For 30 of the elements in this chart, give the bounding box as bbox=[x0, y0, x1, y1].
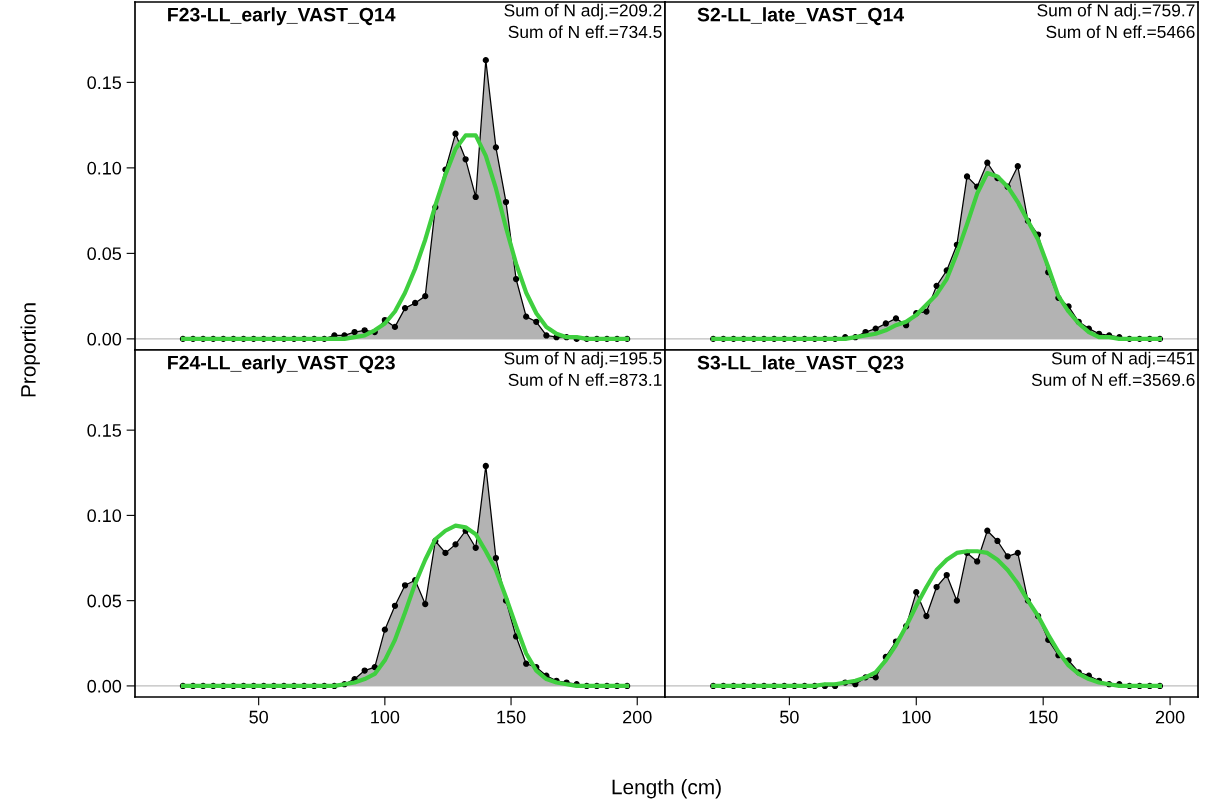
y-axis-title: Proportion bbox=[20, 303, 40, 397]
chart-title: F24-LL_early_VAST_Q23 bbox=[168, 355, 395, 374]
x-tick-label: 100 bbox=[371, 710, 400, 724]
x-tick-label: 150 bbox=[1029, 710, 1058, 724]
x-tick-label: 150 bbox=[497, 710, 526, 724]
annotation: Sum of N eff.=5466 bbox=[1046, 25, 1195, 39]
x-axis-title: Length (cm) bbox=[612, 779, 721, 799]
x-tick-label: 50 bbox=[780, 710, 799, 724]
x-tick-label: 50 bbox=[249, 710, 268, 724]
y-tick-label: 0.15 bbox=[87, 424, 122, 437]
y-tick-label: 0.05 bbox=[87, 247, 122, 261]
x-tick-label: 100 bbox=[902, 710, 931, 724]
y-tick-label: 0.10 bbox=[87, 509, 122, 523]
y-tick-label: 0.05 bbox=[87, 594, 122, 608]
annotation: Sum of N adj.=759.7 bbox=[1037, 3, 1195, 20]
annotation: Sum of N eff.=873.1 bbox=[508, 373, 662, 386]
y-tick-label: 0.10 bbox=[87, 161, 122, 175]
annotation: Sum of N adj.=451 bbox=[1051, 351, 1195, 368]
chart-title: S2-LL_late_VAST_Q14 bbox=[697, 7, 905, 26]
y-tick-label: 0.00 bbox=[87, 332, 122, 346]
chart-title: F23-LL_early_VAST_Q14 bbox=[168, 7, 396, 26]
annotation: Sum of N eff.=3569.6 bbox=[1031, 373, 1195, 386]
annotation: Sum of N adj.=195.5 bbox=[504, 351, 662, 368]
x-tick-label: 200 bbox=[623, 710, 652, 724]
annotation: Sum of N adj.=209.2 bbox=[504, 3, 662, 20]
y-tick-label: 0.00 bbox=[87, 679, 122, 693]
chart-title: S3-LL_late_VAST_Q23 bbox=[697, 355, 904, 374]
annotation: Sum of N eff.=734.5 bbox=[508, 25, 662, 39]
y-tick-label: 0.15 bbox=[87, 76, 122, 90]
x-tick-label: 200 bbox=[1155, 710, 1185, 724]
